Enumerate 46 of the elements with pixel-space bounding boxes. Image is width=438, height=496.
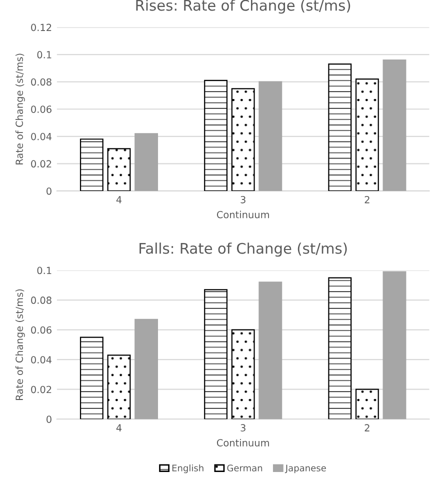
chart-title: Rises: Rate of Change (st/ms)	[136, 0, 350, 14]
bar	[355, 78, 379, 191]
y-tick-label: 0.04	[31, 132, 52, 140]
x-tick-label: 3	[240, 196, 246, 204]
y-axis-title: Rate of Change (st/ms)	[15, 54, 25, 164]
bar	[258, 282, 282, 420]
bar	[80, 138, 104, 191]
y-tick-label: 0.1	[37, 51, 52, 58]
y-tick-label: 0.02	[31, 386, 52, 394]
y-tick-label: 0	[46, 187, 52, 195]
bar	[258, 81, 282, 191]
bar	[382, 271, 406, 420]
x-tick-label: 3	[240, 424, 246, 432]
bar	[134, 318, 158, 420]
bar	[107, 354, 131, 420]
chart-title: Falls: Rate of Change (st/ms)	[140, 242, 347, 257]
y-tick-label: 0.12	[31, 24, 52, 32]
y-tick-label: 0.04	[31, 356, 52, 364]
bar	[204, 289, 228, 420]
legend-label: German	[227, 464, 262, 472]
bar	[134, 133, 158, 191]
y-tick-label: 0.08	[31, 78, 52, 86]
x-tick-label: 4	[116, 196, 122, 204]
y-tick-label: 0.06	[31, 326, 52, 334]
bar	[328, 64, 352, 191]
bar	[231, 329, 255, 420]
y-tick-label: 0	[46, 416, 52, 423]
bar	[355, 388, 379, 420]
x-tick-label: 4	[116, 424, 122, 432]
y-axis-title: Rate of Change (st/ms)	[15, 289, 25, 400]
bar	[328, 277, 352, 420]
x-axis-title: Continuum	[216, 210, 269, 218]
y-tick-label: 0.06	[31, 106, 52, 113]
bar	[382, 59, 406, 191]
x-tick-label: 2	[364, 424, 370, 432]
bar	[80, 336, 104, 420]
legend-label: English	[172, 464, 204, 474]
x-axis-title: Continuum	[216, 438, 269, 446]
y-tick-label: 0.02	[31, 160, 52, 168]
y-tick-label: 0.1	[37, 266, 52, 274]
bar	[231, 88, 255, 191]
bar	[107, 148, 131, 191]
x-tick-label: 2	[364, 196, 370, 204]
y-tick-label: 0.08	[31, 296, 52, 304]
legend-label: Japanese	[284, 464, 326, 474]
bar	[204, 80, 228, 191]
